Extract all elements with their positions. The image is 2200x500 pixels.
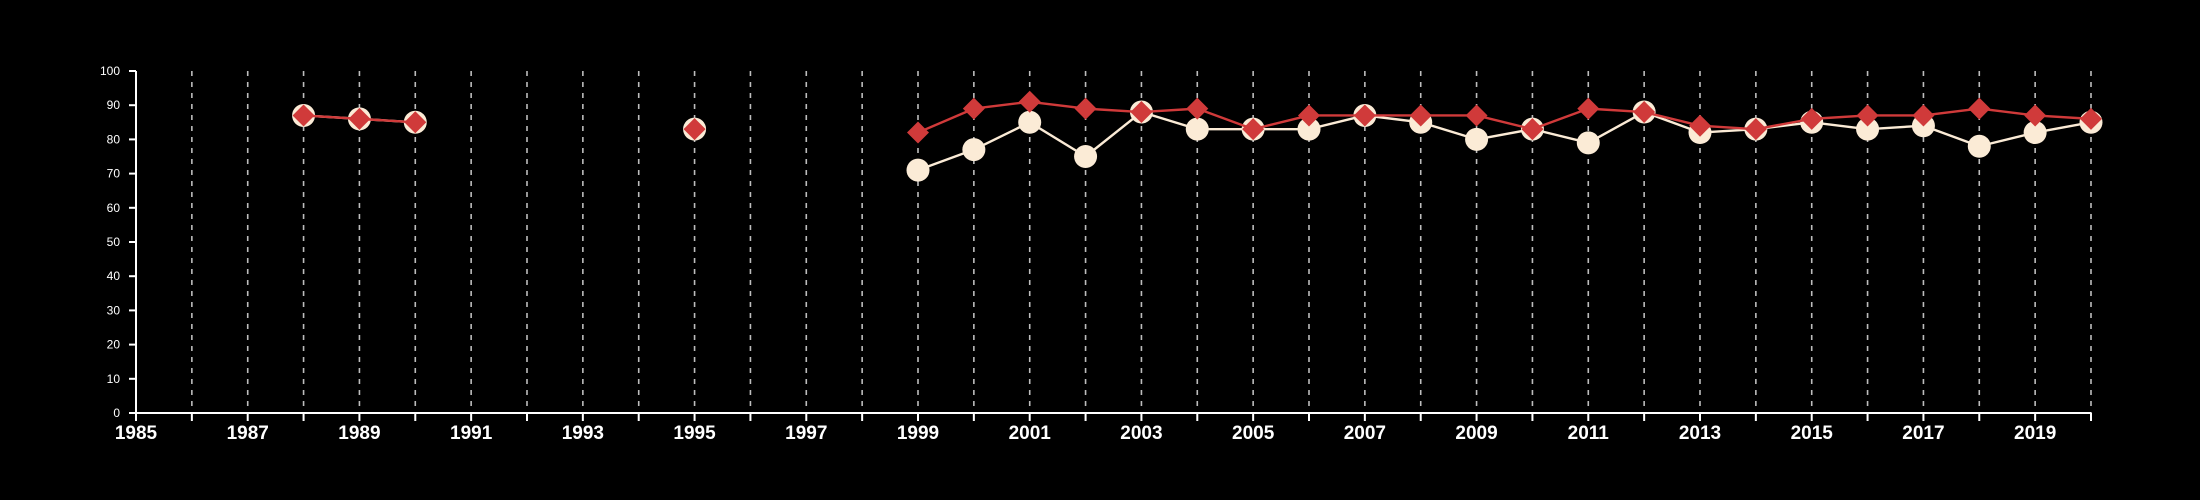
series-2-point-2007 <box>1353 104 1376 127</box>
x-tick-label-1991: 1991 <box>450 423 493 444</box>
x-tick-label-1993: 1993 <box>562 423 604 444</box>
series-2-point-2002 <box>1074 97 1097 120</box>
series-2-point-2005 <box>1242 118 1265 141</box>
x-tick-label-2001: 2001 <box>1009 423 1052 444</box>
series-2-point-2000 <box>962 97 985 120</box>
series-2-point-1988 <box>292 104 315 127</box>
series-2-point-2011 <box>1577 97 1600 120</box>
y-tick-label-0: 0 <box>113 406 120 420</box>
y-tick-label-80: 80 <box>107 132 121 146</box>
x-tick-label-2003: 2003 <box>1120 423 1162 444</box>
series-2-point-1989 <box>348 107 371 130</box>
y-tick-label-10: 10 <box>107 372 121 386</box>
series-2-point-2014 <box>1744 118 1767 141</box>
series-2-point-2013 <box>1689 114 1711 137</box>
y-tick-label-100: 100 <box>100 64 120 78</box>
series-1-point-2000 <box>962 138 986 162</box>
y-tick-label-70: 70 <box>107 167 121 181</box>
y-tick-label-30: 30 <box>107 303 121 317</box>
series-2-segment <box>1755 117 1812 131</box>
series-2-segment <box>1476 114 1533 131</box>
y-tick-label-50: 50 <box>107 235 121 249</box>
series-1-point-2009 <box>1465 127 1489 151</box>
series-2-point-1995 <box>683 118 706 141</box>
series-1-point-2011 <box>1576 131 1600 155</box>
x-tick-label-2013: 2013 <box>1679 423 1721 444</box>
x-tick-label-1989: 1989 <box>338 423 380 444</box>
series-1-point-2018 <box>1967 134 1991 158</box>
series-1-point-2006 <box>1297 117 1321 141</box>
series-2-segment <box>1643 110 1701 127</box>
series-2-point-2012 <box>1633 101 1656 124</box>
x-tick-label-1985: 1985 <box>115 423 158 444</box>
x-tick-label-2009: 2009 <box>1455 423 1497 444</box>
series-2-point-2017 <box>1912 104 1935 127</box>
x-tick-label-1999: 1999 <box>897 423 939 444</box>
series-2-point-2008 <box>1409 104 1432 127</box>
x-tick-label-2015: 2015 <box>1791 423 1834 444</box>
series-2-point-2006 <box>1298 104 1320 127</box>
series-1-point-2019 <box>2023 121 2047 145</box>
y-tick-label-20: 20 <box>107 338 121 352</box>
series-2-point-2015 <box>1800 107 1823 130</box>
series-2-point-2016 <box>1856 104 1879 127</box>
series-2-segment <box>1252 114 1310 131</box>
series-2-point-2009 <box>1465 104 1488 127</box>
series-2-point-2020 <box>2080 107 2102 130</box>
series-2 <box>292 90 2102 144</box>
x-tick-label-2019: 2019 <box>2014 423 2056 444</box>
series-1 <box>292 100 2103 182</box>
series-1-point-1999 <box>906 158 930 182</box>
y-tick-label-60: 60 <box>107 201 121 215</box>
series-2-point-2019 <box>2024 104 2047 127</box>
series-2-point-1990 <box>404 111 427 134</box>
series-1-segment <box>1084 111 1143 158</box>
x-tick-label-1995: 1995 <box>673 423 716 444</box>
series-2-point-2003 <box>1130 101 1153 124</box>
x-tick-label-2005: 2005 <box>1232 423 1275 444</box>
series-2-point-2018 <box>1968 97 1991 120</box>
x-tick-label-2007: 2007 <box>1344 423 1386 444</box>
series <box>292 90 2103 182</box>
series-1-point-2004 <box>1185 117 1209 141</box>
x-tick-label-2017: 2017 <box>1902 423 1944 444</box>
series-1-point-2016 <box>1856 117 1880 141</box>
axes: 0 10 20 30 40 50 60 70 80 90 100 1985 1987 1989 1991 19… <box>100 64 2092 444</box>
x-tick-label-1987: 1987 <box>227 423 269 444</box>
series-2-segment <box>1196 107 1254 131</box>
series-2-point-2001 <box>1018 90 1041 113</box>
y-tick-label-40: 40 <box>107 269 121 283</box>
series-1-point-2002 <box>1074 145 1098 168</box>
y-tick-label-90: 90 <box>107 98 121 112</box>
series-2-segment <box>917 107 975 134</box>
x-tick-label-1997: 1997 <box>785 423 827 444</box>
x-tick-label-2011: 2011 <box>1568 423 1610 444</box>
series-2-point-2004 <box>1186 97 1209 120</box>
series-1-point-2001 <box>1018 110 1042 134</box>
series-2-segment <box>1532 107 1589 131</box>
series-2-point-2010 <box>1521 118 1544 141</box>
series-2-point-1999 <box>907 121 929 144</box>
